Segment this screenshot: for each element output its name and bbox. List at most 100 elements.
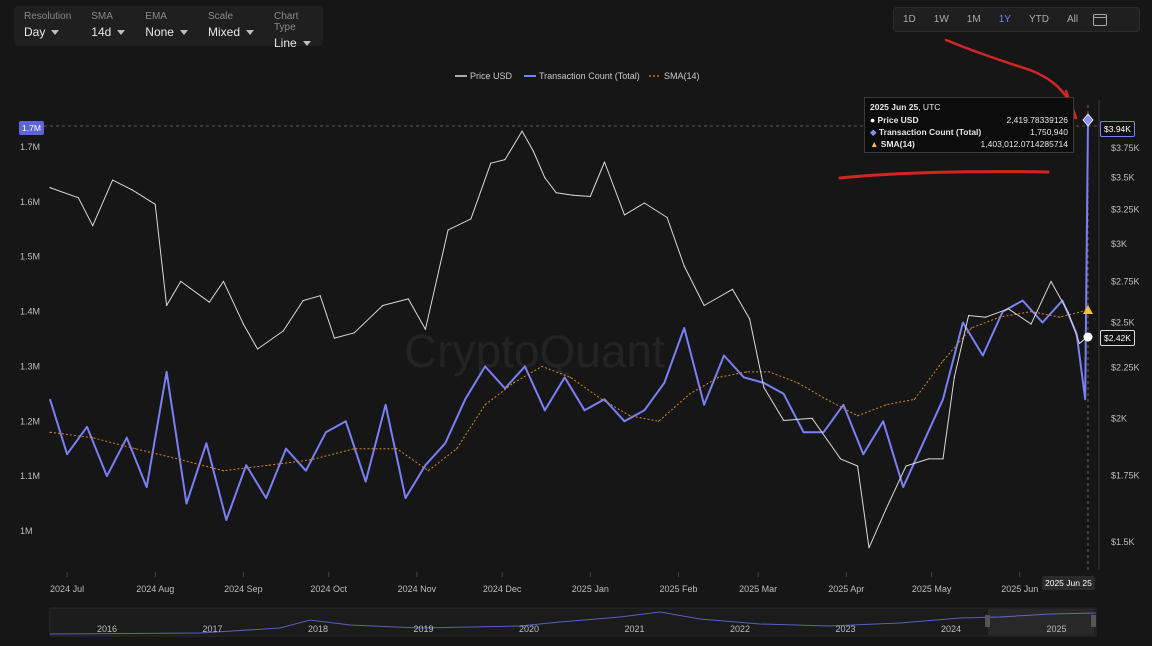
transaction-count-point — [345, 420, 347, 422]
price-point — [319, 295, 321, 297]
x-axis-tick-label: 2024 Aug — [136, 584, 174, 594]
resolution-dropdown[interactable]: Resolution Day — [14, 6, 81, 46]
price-point — [968, 314, 970, 317]
tooltip-price-label: Price USD — [877, 115, 919, 125]
transaction-count-point — [325, 431, 327, 433]
navigator-right-handle[interactable] — [1091, 615, 1096, 627]
transaction-count-point — [942, 398, 944, 400]
sma14-point — [222, 470, 225, 472]
price-point — [382, 304, 384, 307]
sma14-point — [601, 398, 603, 400]
transaction-count-point — [1041, 321, 1044, 324]
sma14-point — [268, 464, 270, 466]
price-point — [424, 328, 426, 330]
calendar-icon[interactable] — [1093, 13, 1108, 26]
price-point — [77, 197, 79, 199]
price-point — [470, 218, 472, 220]
sma14-point — [797, 382, 799, 384]
range-1d-button[interactable]: 1D — [903, 14, 916, 25]
dot-icon: ● — [870, 115, 876, 125]
price-point — [92, 225, 94, 227]
price-point — [166, 304, 168, 307]
left-axis-tick: 1.5M — [20, 252, 40, 262]
range-1w-button[interactable]: 1W — [933, 14, 949, 25]
transaction-count-point — [385, 404, 387, 406]
price-point — [1050, 280, 1052, 282]
sma-dropdown[interactable]: SMA 14d — [81, 6, 135, 46]
sma14-point — [353, 448, 355, 450]
price-point — [490, 162, 492, 164]
range-1y-button[interactable]: 1Y — [998, 14, 1011, 25]
chart-legend: Price USD Transaction Count (Total) SMA(… — [455, 71, 700, 81]
triangle-icon: ▲ — [870, 139, 879, 149]
chart-type-dropdown[interactable]: Chart Type Line — [264, 6, 323, 50]
navigator-left-handle[interactable] — [985, 615, 990, 627]
navigator-series — [49, 611, 1097, 635]
left-axis-tick: 1.2M — [20, 416, 40, 426]
sma14-point — [512, 382, 515, 384]
transaction-count-point — [842, 404, 845, 406]
price-point — [302, 300, 304, 302]
x-axis-tick-label: 2024 Jul — [50, 584, 84, 594]
sma14-point — [1059, 316, 1061, 318]
range-1m-button[interactable]: 1M — [966, 14, 981, 25]
navigator-year-label: 2024 — [941, 624, 961, 634]
sma14-point — [825, 398, 828, 400]
sma14-point — [746, 371, 748, 373]
sma14-point — [1030, 311, 1032, 313]
price-point — [257, 348, 259, 350]
sma14-point — [768, 371, 771, 373]
time-range-selector: 1D 1W 1M 1Y YTD All — [893, 7, 1140, 32]
legend-tx-label[interactable]: Transaction Count (Total) — [539, 71, 640, 81]
transaction-count-point — [763, 382, 765, 384]
transaction-count-point — [245, 464, 247, 466]
ema-dropdown[interactable]: EMA None — [135, 6, 198, 46]
legend-sma-label[interactable]: SMA(14) — [664, 71, 700, 81]
transaction-count-point — [185, 503, 188, 505]
scale-value: Mixed — [207, 25, 240, 39]
price-series — [49, 130, 1089, 549]
price-point — [783, 419, 785, 422]
price-point — [811, 417, 813, 419]
annotation-underline — [838, 170, 1050, 180]
price-point — [572, 194, 574, 196]
transaction-count-point — [126, 437, 128, 439]
x-axis-tick-label: 2025 Apr — [828, 584, 864, 594]
price-point — [731, 288, 734, 290]
price-point — [703, 304, 705, 307]
transaction-count-point — [882, 420, 884, 422]
navigator[interactable]: 2016 2017 2018 2019 2020 2021 2022 2023 2024 2025 — [49, 607, 1097, 637]
sma14-point — [427, 470, 429, 472]
navigator-window[interactable] — [988, 609, 1094, 635]
transaction-count-point — [643, 409, 646, 411]
navigator-year-label: 2017 — [203, 624, 223, 634]
tooltip: 2025 Jun 25, UTC ● Price USD 2,419.783391… — [864, 97, 1074, 153]
transaction-count-series — [49, 118, 1089, 521]
navigator-year-label: 2019 — [414, 624, 434, 634]
transaction-count-point — [803, 431, 805, 433]
range-all-button[interactable]: All — [1066, 14, 1079, 25]
sma14-point — [311, 459, 313, 461]
right-axis-tick: $2.75K — [1111, 276, 1140, 286]
right-axis-tick: $1.75K — [1111, 471, 1140, 481]
resolution-value: Day — [24, 25, 46, 39]
price-point — [683, 265, 685, 267]
transaction-count-point — [902, 486, 904, 488]
left-axis-tick: 1.7M — [20, 142, 40, 152]
left-axis-tick: 1.4M — [20, 307, 40, 317]
tooltip-timezone: , UTC — [918, 102, 941, 112]
transaction-count-point — [584, 409, 586, 411]
price-point — [282, 330, 284, 332]
caret-down-icon — [51, 30, 60, 36]
legend-price-label[interactable]: Price USD — [470, 71, 513, 81]
sma14-point — [456, 448, 458, 450]
transaction-count-point — [564, 376, 566, 378]
scale-dropdown[interactable]: Scale Mixed — [198, 6, 264, 46]
transaction-count-line — [49, 119, 1089, 521]
transaction-count-point — [404, 497, 407, 499]
right-axis-tick: $3.5K — [1111, 173, 1135, 183]
range-ytd-button[interactable]: YTD — [1028, 14, 1049, 25]
resolution-label: Resolution — [24, 11, 72, 22]
tx-current-marker — [1082, 113, 1094, 127]
chart-settings-toolbar: Resolution Day SMA 14d EMA None Scale Mi… — [14, 6, 323, 50]
